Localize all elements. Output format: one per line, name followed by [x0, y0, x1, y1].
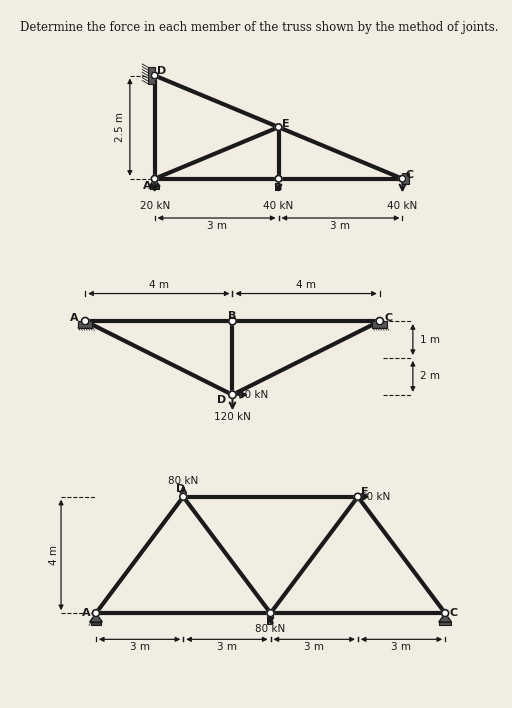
Text: Determine the force in each member of the truss shown by the method of joints.: Determine the force in each member of th…: [20, 21, 499, 34]
Bar: [91, 622, 101, 625]
Text: 3 m: 3 m: [130, 641, 150, 651]
Text: 4 m: 4 m: [296, 280, 316, 290]
Circle shape: [267, 610, 274, 617]
Circle shape: [399, 176, 406, 182]
Text: 40 kN: 40 kN: [387, 202, 418, 212]
Circle shape: [180, 493, 187, 501]
Bar: [372, 321, 387, 328]
Text: 3 m: 3 m: [217, 641, 237, 651]
Bar: [402, 173, 409, 184]
Text: D: D: [158, 67, 167, 76]
Bar: [78, 321, 93, 328]
Text: 2.5 m: 2.5 m: [115, 112, 124, 142]
Circle shape: [81, 317, 89, 325]
Bar: [151, 186, 159, 189]
Circle shape: [275, 124, 282, 130]
Text: 2 m: 2 m: [420, 372, 440, 382]
Circle shape: [442, 610, 449, 617]
Text: D: D: [217, 395, 226, 405]
Text: B: B: [274, 183, 283, 193]
Circle shape: [354, 493, 361, 501]
Text: 4 m: 4 m: [49, 545, 59, 565]
Polygon shape: [150, 178, 160, 186]
Text: A: A: [81, 608, 90, 618]
Text: B: B: [266, 617, 275, 627]
Circle shape: [152, 72, 158, 79]
Text: 80 kN: 80 kN: [255, 624, 286, 634]
Text: 60 kN: 60 kN: [360, 492, 391, 502]
Text: D: D: [176, 484, 185, 494]
Circle shape: [229, 391, 236, 399]
Text: 120 kN: 120 kN: [214, 412, 251, 422]
Text: C: C: [406, 171, 414, 181]
Text: 3 m: 3 m: [304, 641, 324, 651]
Text: C: C: [450, 608, 458, 618]
Text: C: C: [385, 313, 393, 324]
Text: 60 kN: 60 kN: [238, 390, 268, 400]
Bar: [148, 67, 155, 84]
Text: A: A: [70, 313, 78, 324]
Text: 40 kN: 40 kN: [263, 202, 294, 212]
Text: E: E: [282, 119, 290, 129]
Text: 3 m: 3 m: [207, 222, 227, 232]
Circle shape: [93, 610, 99, 617]
Bar: [439, 622, 451, 624]
Circle shape: [275, 176, 282, 182]
Text: 3 m: 3 m: [392, 641, 412, 651]
Circle shape: [229, 317, 236, 325]
Polygon shape: [90, 613, 102, 622]
Circle shape: [152, 176, 158, 182]
Text: E: E: [361, 487, 369, 498]
Text: 3 m: 3 m: [330, 222, 351, 232]
Text: 20 kN: 20 kN: [139, 202, 170, 212]
Text: 4 m: 4 m: [149, 280, 169, 290]
Circle shape: [376, 317, 383, 325]
Text: A: A: [143, 181, 152, 191]
Text: 1 m: 1 m: [420, 335, 440, 345]
Text: B: B: [228, 311, 237, 321]
Polygon shape: [439, 613, 452, 622]
Text: 80 kN: 80 kN: [168, 476, 198, 486]
